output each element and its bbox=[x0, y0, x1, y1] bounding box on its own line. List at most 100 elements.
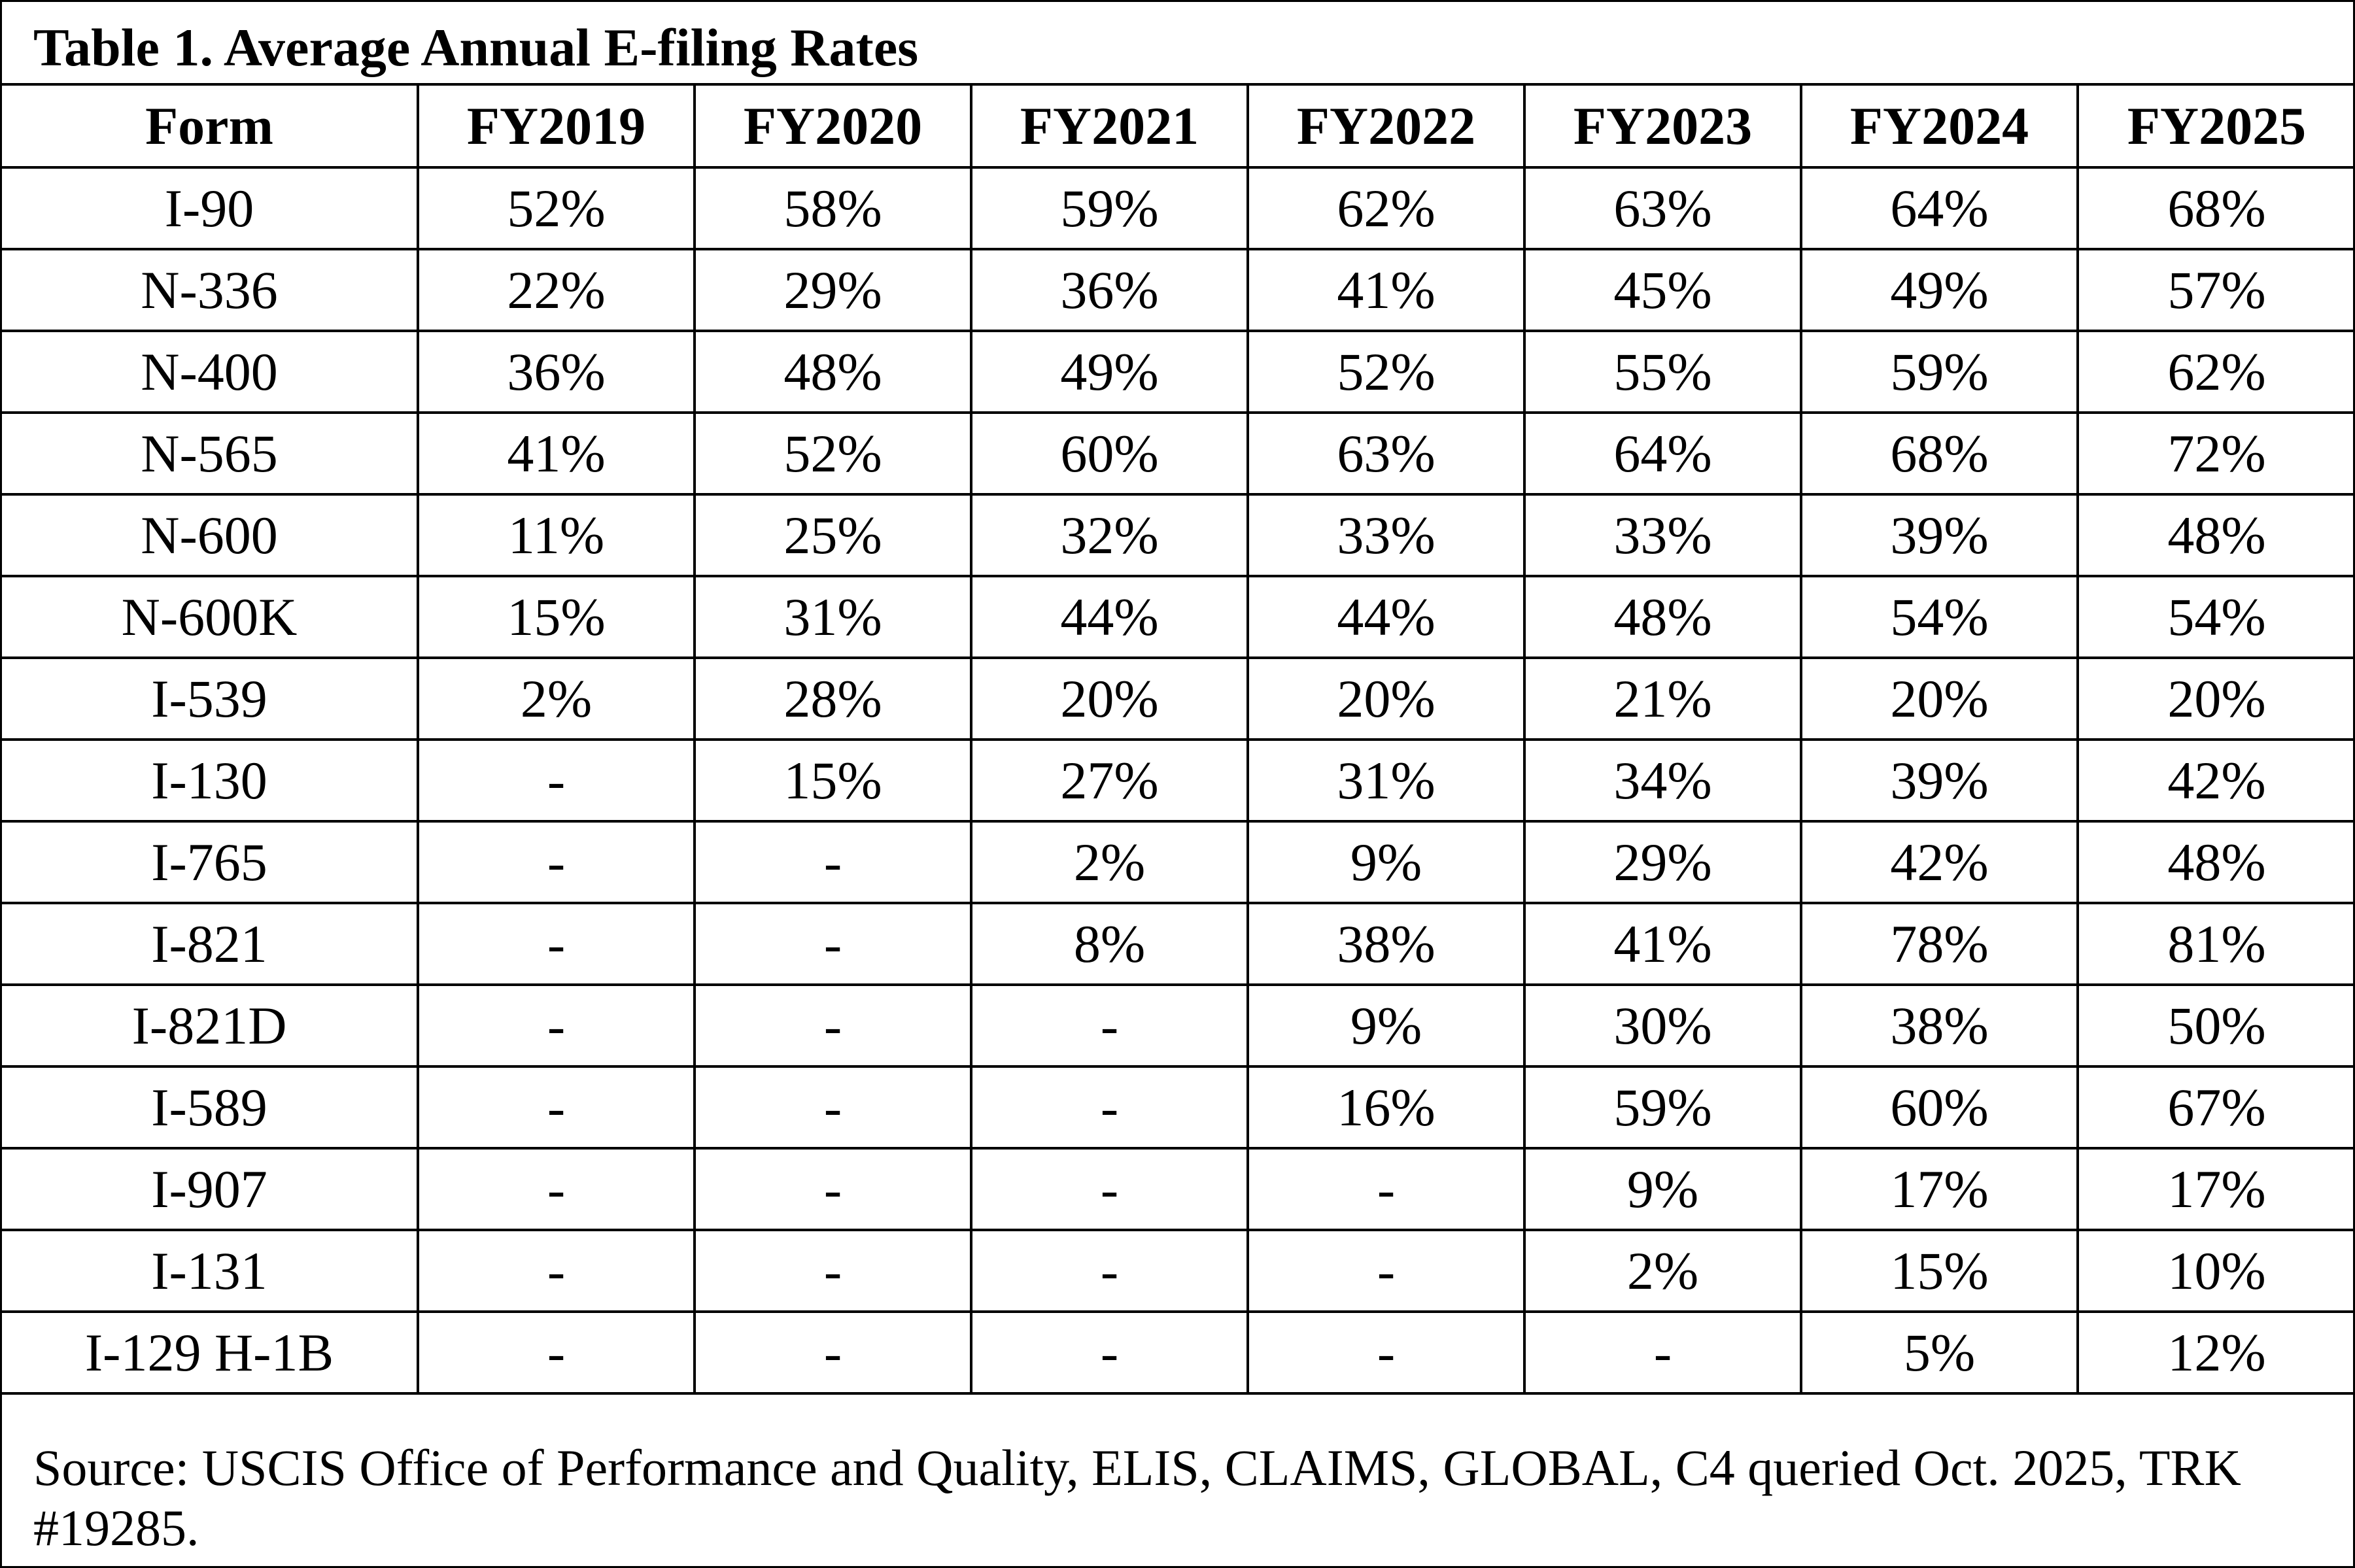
rate-cell: 78% bbox=[1801, 903, 2079, 986]
rate-cell: - bbox=[1248, 1312, 1526, 1395]
rate-cell: 15% bbox=[1801, 1230, 2079, 1313]
form-name-cell: I-907 bbox=[2, 1148, 419, 1231]
rate-cell: 38% bbox=[1248, 903, 1526, 986]
rate-cell: 38% bbox=[1801, 985, 2079, 1068]
rate-cell: 52% bbox=[1248, 331, 1526, 414]
rate-cell: 63% bbox=[1248, 413, 1526, 496]
column-header-fy2022: FY2022 bbox=[1248, 86, 1526, 169]
table-row: I-765- -2% 9% 29% 42% 48% bbox=[2, 821, 2354, 904]
table-row: N-600 11% 25% 32% 33% 33% 39% 48% bbox=[2, 494, 2354, 577]
form-name-cell: N-600 bbox=[2, 494, 419, 577]
table-row: N-400 36% 48% 49% 52% 55% 59% 62% bbox=[2, 331, 2354, 414]
rate-cell: 11% bbox=[418, 494, 696, 577]
rate-cell: 49% bbox=[971, 331, 1249, 414]
rate-cell: 32% bbox=[971, 494, 1249, 577]
rate-cell: - bbox=[418, 1066, 696, 1150]
rate-cell: 68% bbox=[2078, 167, 2354, 250]
rate-cell: 30% bbox=[1524, 985, 1802, 1068]
table-title-bar: Table 1. Average Annual E-filing Rates bbox=[2, 2, 2353, 86]
rate-cell: - bbox=[695, 1066, 972, 1150]
rate-cell: 20% bbox=[1248, 658, 1526, 741]
rate-cell: - bbox=[695, 1230, 972, 1313]
rate-cell: 44% bbox=[971, 576, 1249, 659]
table-row: I-129 H-1B - - - - -5% 12% bbox=[2, 1312, 2354, 1395]
rate-cell: 16% bbox=[1248, 1066, 1526, 1150]
rate-cell: 39% bbox=[1801, 740, 2079, 823]
rate-cell: 28% bbox=[695, 658, 972, 741]
rate-cell: - bbox=[1524, 1312, 1802, 1395]
rate-cell: 57% bbox=[2078, 249, 2354, 332]
column-header-fy2020: FY2020 bbox=[695, 86, 972, 169]
rate-cell: 41% bbox=[1524, 903, 1802, 986]
form-name-cell: I-589 bbox=[2, 1066, 419, 1150]
rate-cell: 67% bbox=[2078, 1066, 2354, 1150]
rate-cell: 36% bbox=[418, 331, 696, 414]
rate-cell: - bbox=[418, 985, 696, 1068]
rate-cell: 48% bbox=[2078, 821, 2354, 904]
rate-cell: - bbox=[695, 821, 972, 904]
rate-cell: - bbox=[418, 821, 696, 904]
form-name-cell: N-600K bbox=[2, 576, 419, 659]
column-header-fy2019: FY2019 bbox=[418, 86, 696, 169]
rate-cell: 36% bbox=[971, 249, 1249, 332]
rate-cell: 44% bbox=[1248, 576, 1526, 659]
rate-cell: - bbox=[418, 740, 696, 823]
rate-cell: 62% bbox=[1248, 167, 1526, 250]
form-name-cell: I-765 bbox=[2, 821, 419, 904]
rate-cell: 41% bbox=[418, 413, 696, 496]
rate-cell: - bbox=[971, 1312, 1249, 1395]
rate-cell: - bbox=[695, 903, 972, 986]
rate-cell: 55% bbox=[1524, 331, 1802, 414]
table-row: N-565 41% 52% 60% 63% 64% 68% 72% bbox=[2, 413, 2354, 496]
rate-cell: 48% bbox=[1524, 576, 1802, 659]
form-name-cell: I-130 bbox=[2, 740, 419, 823]
rate-cell: 41% bbox=[1248, 249, 1526, 332]
rate-cell: 48% bbox=[2078, 494, 2354, 577]
rate-cell: 34% bbox=[1524, 740, 1802, 823]
form-name-cell: I-131 bbox=[2, 1230, 419, 1313]
form-name-cell: N-400 bbox=[2, 331, 419, 414]
rate-cell: 2% bbox=[1524, 1230, 1802, 1313]
form-name-cell: I-129 H-1B bbox=[2, 1312, 419, 1395]
rate-cell: 72% bbox=[2078, 413, 2354, 496]
table-row: I-130-15% 27% 31% 34% 39% 42% bbox=[2, 740, 2354, 823]
column-header-fy2023: FY2023 bbox=[1524, 86, 1802, 169]
source-note: Source: USCIS Office of Performance and … bbox=[33, 1439, 2241, 1556]
rate-cell: 33% bbox=[1248, 494, 1526, 577]
rate-cell: 15% bbox=[695, 740, 972, 823]
form-name-cell: N-565 bbox=[2, 413, 419, 496]
rate-cell: 17% bbox=[2078, 1148, 2354, 1231]
table-row: I-589- - -16% 59% 60% 67% bbox=[2, 1066, 2354, 1150]
rate-cell: 60% bbox=[1801, 1066, 2079, 1150]
table-row: I-821- -8% 38% 41% 78% 81% bbox=[2, 903, 2354, 986]
rate-cell: 33% bbox=[1524, 494, 1802, 577]
efiling-rates-table: Form FY2019 FY2020 FY2021 FY2022 FY2023 … bbox=[2, 86, 2354, 1395]
table-row: I-539 2% 28% 20% 20% 21% 20% 20% bbox=[2, 658, 2354, 741]
rate-cell: 31% bbox=[1248, 740, 1526, 823]
column-header-fy2024: FY2024 bbox=[1801, 86, 2079, 169]
rate-cell: - bbox=[418, 1230, 696, 1313]
rate-cell: 17% bbox=[1801, 1148, 2079, 1231]
rate-cell: 9% bbox=[1248, 985, 1526, 1068]
rate-cell: 52% bbox=[695, 413, 972, 496]
rate-cell: - bbox=[1248, 1230, 1526, 1313]
rate-cell: 45% bbox=[1524, 249, 1802, 332]
rate-cell: 58% bbox=[695, 167, 972, 250]
form-name-cell: I-539 bbox=[2, 658, 419, 741]
rate-cell: 63% bbox=[1524, 167, 1802, 250]
rate-cell: 60% bbox=[971, 413, 1249, 496]
rate-cell: - bbox=[695, 985, 972, 1068]
rate-cell: 59% bbox=[1524, 1066, 1802, 1150]
rate-cell: 42% bbox=[1801, 821, 2079, 904]
rate-cell: 22% bbox=[418, 249, 696, 332]
rate-cell: - bbox=[971, 1230, 1249, 1313]
rate-cell: 25% bbox=[695, 494, 972, 577]
rate-cell: 62% bbox=[2078, 331, 2354, 414]
table-row: I-90 52% 58% 59% 62% 63% 64% 68% bbox=[2, 167, 2354, 250]
rate-cell: 48% bbox=[695, 331, 972, 414]
rate-cell: 5% bbox=[1801, 1312, 2079, 1395]
rate-cell: - bbox=[418, 903, 696, 986]
table-row: I-131- - - -2% 15% 10% bbox=[2, 1230, 2354, 1313]
rate-cell: 68% bbox=[1801, 413, 2079, 496]
column-header-fy2021: FY2021 bbox=[971, 86, 1249, 169]
